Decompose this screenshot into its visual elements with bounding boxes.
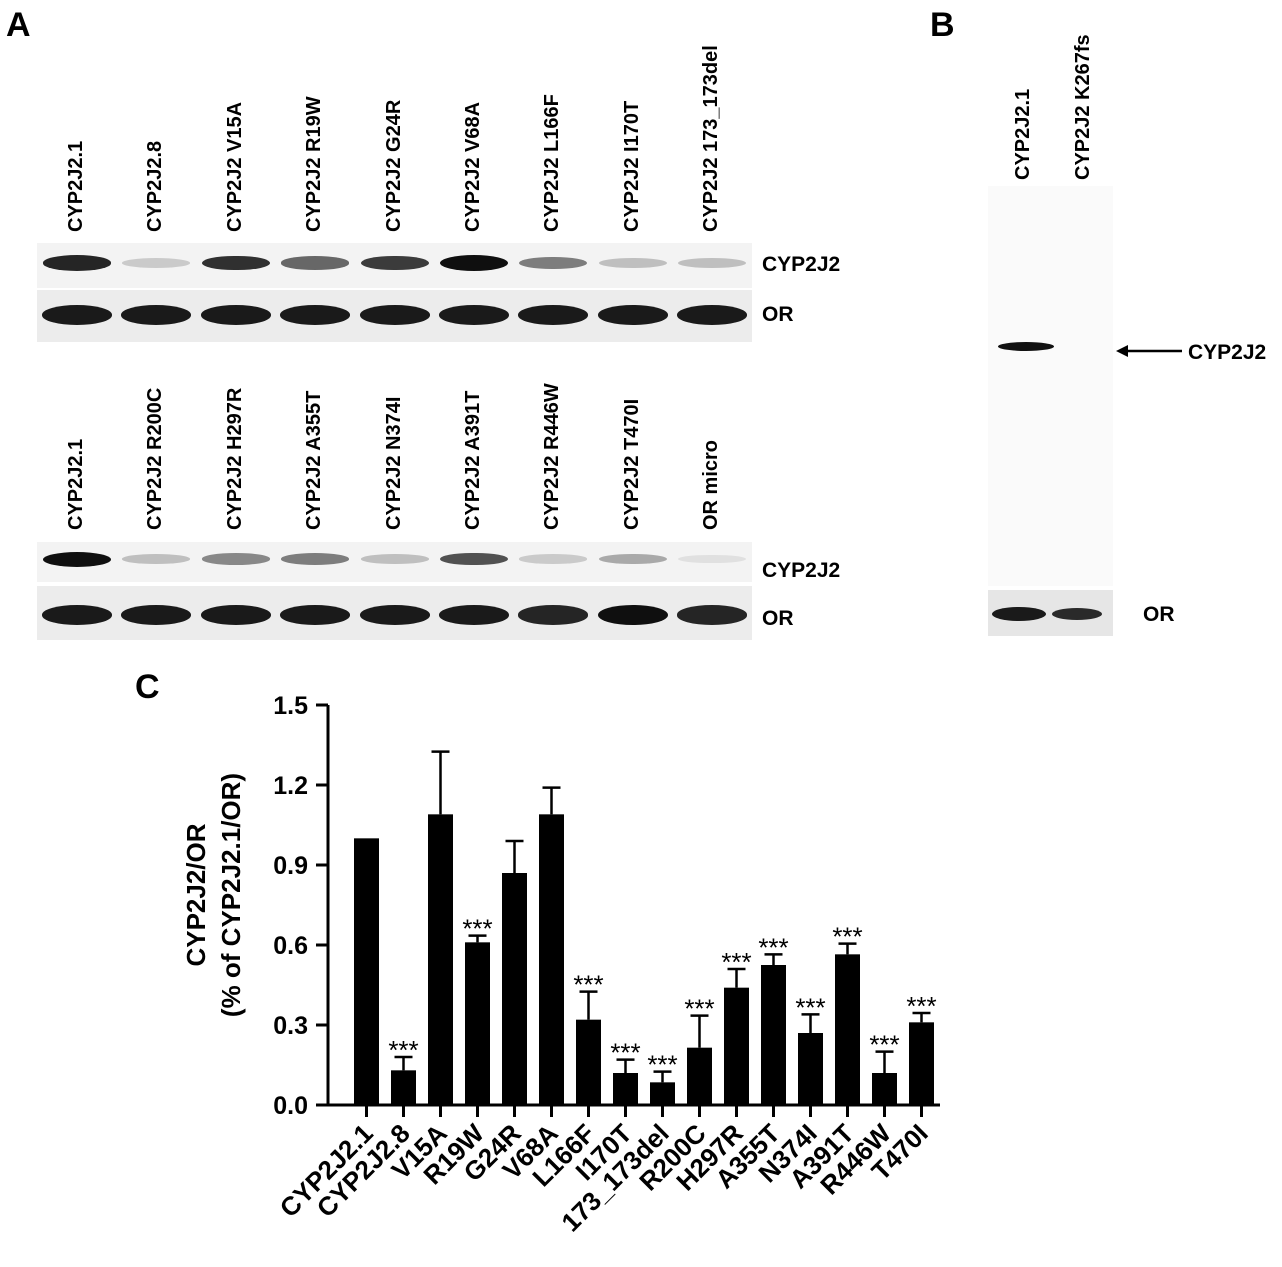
top-or-band-5: [439, 305, 509, 325]
significance-label-12: ***: [795, 992, 825, 1022]
bar-15: [909, 1022, 934, 1105]
chart-x-tick-labels: CYP2J2.1CYP2J2.8V15AR19WG24RV68AL166FI17…: [274, 1118, 934, 1238]
bottom-cyp2j2-band-6: [519, 554, 588, 564]
bar-8: [650, 1082, 675, 1105]
significance-label-13: ***: [832, 922, 862, 952]
significance-label-14: ***: [869, 1030, 899, 1060]
bar-7: [613, 1073, 638, 1105]
panel-letter-a: A: [6, 6, 31, 44]
significance-label-3: ***: [462, 914, 492, 944]
bottom-or-band-4: [359, 605, 430, 625]
bar-2: [428, 814, 453, 1105]
bar-0: [354, 838, 379, 1105]
top-or-band-0: [42, 305, 112, 325]
significance-label-11: ***: [758, 932, 788, 962]
significance-label-7: ***: [610, 1038, 640, 1068]
bar-9: [687, 1047, 712, 1105]
significance-label-6: ***: [573, 970, 603, 1000]
panel-a-bottom-or-blot: [37, 586, 752, 640]
bar-12: [798, 1033, 823, 1105]
top-cyp2j2-band-4: [360, 255, 429, 271]
bottom-cyp2j2-band-2: [201, 553, 270, 565]
bottom-or-band-5: [439, 605, 509, 625]
top-or-band-3: [280, 305, 351, 325]
bottom-cyp2j2-band-0: [43, 551, 111, 567]
panel-b-or-band-2: [1052, 608, 1102, 620]
y-tick-label-0: 0.0: [273, 1092, 308, 1120]
panel-b-cyp2j2-label: CYP2J2: [1188, 341, 1267, 364]
y-tick-label-4: 1.2: [273, 772, 308, 800]
significance-label-15: ***: [906, 991, 936, 1021]
bottom-cyp2j2-band-3: [281, 553, 350, 565]
panel-a-top-or-label: OR: [762, 303, 794, 326]
bottom-or-band-1: [121, 605, 192, 625]
significance-label-9: ***: [684, 994, 714, 1024]
chart-bars: ************ ********* ***************: [354, 750, 937, 1117]
bar-3: [465, 942, 490, 1105]
bottom-or-band-6: [518, 605, 589, 625]
y-tick-label-1: 0.3: [273, 1012, 308, 1040]
panel-b-or-band-1: [992, 607, 1046, 621]
bottom-cyp2j2-band-8: [678, 554, 747, 564]
top-or-band-8: [677, 305, 748, 325]
y-tick-label-2: 0.6: [273, 932, 308, 960]
top-or-band-6: [518, 305, 589, 325]
panel-letter-c: C: [135, 668, 160, 706]
y-tick-label-5: 1.5: [273, 692, 308, 720]
panel-a-top-cyp2j2-blot: [37, 243, 752, 288]
bottom-cyp2j2-band-5: [440, 552, 508, 566]
panel-b-arrow-icon: [1116, 345, 1182, 357]
top-cyp2j2-band-5: [440, 255, 508, 271]
top-cyp2j2-band-1: [122, 258, 191, 268]
bar-13: [835, 954, 860, 1105]
bar-10: [724, 987, 749, 1105]
bottom-or-band-2: [200, 605, 271, 625]
y-tick-label-3: 0.9: [273, 852, 308, 880]
bottom-or-band-8: [677, 605, 748, 625]
significance-label-1: ***: [388, 1035, 418, 1065]
panel-b-cyp2j2-blot: [988, 186, 1113, 586]
panel-b-cyp2j2-band: [998, 342, 1054, 351]
panel-a-top-or-blot: [37, 290, 752, 342]
bottom-or-band-3: [280, 605, 351, 625]
panel-letter-b: B: [930, 6, 955, 44]
panel-a-bottom-cyp2j2-blot: [37, 542, 752, 582]
bottom-or-band-0: [42, 605, 112, 625]
y-axis-label-line1: CYP2J2/OR: [181, 823, 211, 966]
top-cyp2j2-band-8: [678, 257, 747, 269]
top-cyp2j2-band-0: [43, 255, 111, 271]
bar-6: [576, 1019, 601, 1105]
top-cyp2j2-band-7: [598, 257, 667, 269]
significance-label-10: ***: [721, 947, 751, 977]
panel-a-bottom-cyp2j2-label: CYP2J2: [762, 559, 841, 582]
top-or-band-1: [121, 305, 192, 325]
panel-b-or-blot: [988, 590, 1113, 636]
panel-a-top-cyp2j2-label: CYP2J2: [762, 253, 841, 276]
top-or-band-4: [359, 305, 430, 325]
bottom-or-band-7: [597, 605, 668, 625]
y-axis-label-line2: (% of CYP2J2.1/OR): [216, 773, 246, 1017]
panel-a-bottom-or-label: OR: [762, 607, 794, 630]
bottom-cyp2j2-band-4: [360, 554, 429, 564]
bar-4: [502, 873, 527, 1105]
top-cyp2j2-band-2: [201, 255, 270, 271]
top-or-band-7: [597, 305, 668, 325]
bar-5: [539, 814, 564, 1105]
top-or-band-2: [200, 305, 271, 325]
bar-1: [391, 1070, 416, 1105]
bottom-cyp2j2-band-1: [122, 554, 191, 564]
top-cyp2j2-band-3: [281, 256, 350, 270]
bar-14: [872, 1073, 897, 1105]
bottom-cyp2j2-band-7: [598, 553, 667, 565]
top-cyp2j2-band-6: [519, 256, 588, 270]
panel-b-or-label: OR: [1143, 603, 1175, 626]
bar-11: [761, 965, 786, 1105]
significance-label-8: ***: [647, 1050, 677, 1080]
